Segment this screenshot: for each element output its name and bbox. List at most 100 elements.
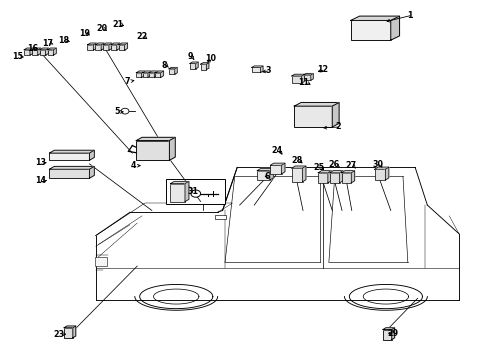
Text: 10: 10 <box>204 54 215 63</box>
Bar <box>291 168 302 182</box>
Bar <box>103 45 109 50</box>
Polygon shape <box>350 171 354 183</box>
Polygon shape <box>149 71 157 73</box>
Text: 2: 2 <box>335 122 341 131</box>
Polygon shape <box>64 326 76 328</box>
Bar <box>189 63 195 69</box>
Bar <box>341 173 350 183</box>
Polygon shape <box>260 66 263 72</box>
Polygon shape <box>89 150 94 160</box>
Bar <box>56 171 60 177</box>
Text: 16: 16 <box>27 44 38 53</box>
Text: 28: 28 <box>291 156 302 165</box>
Bar <box>24 50 30 55</box>
Bar <box>329 173 339 183</box>
Polygon shape <box>374 167 388 169</box>
Polygon shape <box>341 171 354 173</box>
Text: 20: 20 <box>96 24 107 33</box>
Polygon shape <box>89 166 94 178</box>
Polygon shape <box>111 43 120 45</box>
Bar <box>32 50 38 55</box>
Text: 6: 6 <box>264 172 269 181</box>
Polygon shape <box>310 73 313 80</box>
Text: 23: 23 <box>53 330 64 339</box>
Polygon shape <box>200 63 208 64</box>
Polygon shape <box>155 71 163 73</box>
Text: 13: 13 <box>35 158 46 167</box>
Bar <box>64 328 73 338</box>
Text: 22: 22 <box>136 32 147 41</box>
Text: 5: 5 <box>114 107 119 116</box>
Polygon shape <box>251 66 263 67</box>
Bar <box>71 171 74 177</box>
Bar <box>76 171 79 177</box>
Bar <box>270 165 281 174</box>
Text: 8: 8 <box>161 61 166 70</box>
Polygon shape <box>318 171 330 173</box>
Text: 21: 21 <box>112 19 123 28</box>
Bar <box>168 69 174 74</box>
Polygon shape <box>168 67 177 69</box>
Polygon shape <box>174 67 177 74</box>
Polygon shape <box>136 137 175 140</box>
Polygon shape <box>95 43 104 45</box>
Text: 30: 30 <box>372 160 383 169</box>
Polygon shape <box>339 171 342 183</box>
Polygon shape <box>269 168 273 180</box>
Polygon shape <box>281 163 285 174</box>
Polygon shape <box>329 171 342 173</box>
Bar <box>111 45 117 50</box>
Polygon shape <box>382 328 394 329</box>
Polygon shape <box>184 181 188 202</box>
Bar <box>257 171 269 180</box>
Text: 3: 3 <box>264 66 270 75</box>
Text: 4: 4 <box>130 161 136 170</box>
Polygon shape <box>49 150 94 153</box>
Bar <box>40 50 45 55</box>
Polygon shape <box>301 74 304 83</box>
Bar <box>95 45 101 50</box>
Polygon shape <box>154 71 157 77</box>
Polygon shape <box>142 71 144 77</box>
Polygon shape <box>93 43 96 50</box>
Bar <box>215 215 225 220</box>
Polygon shape <box>24 48 33 50</box>
Bar <box>166 179 224 204</box>
Bar <box>66 171 69 177</box>
Polygon shape <box>38 48 41 55</box>
Polygon shape <box>169 137 175 160</box>
Bar <box>291 76 301 83</box>
Bar <box>142 73 148 77</box>
Bar <box>81 171 84 177</box>
Polygon shape <box>49 166 94 169</box>
Polygon shape <box>119 43 127 45</box>
Text: 7: 7 <box>124 77 130 86</box>
Bar <box>303 75 310 80</box>
Bar <box>61 171 64 177</box>
Polygon shape <box>257 168 273 171</box>
Text: 25: 25 <box>312 163 324 172</box>
Bar <box>87 45 93 50</box>
Circle shape <box>121 108 129 114</box>
Polygon shape <box>170 181 188 184</box>
Text: 1: 1 <box>407 10 412 19</box>
Bar <box>382 329 391 339</box>
Bar <box>374 169 385 180</box>
Bar <box>318 173 327 183</box>
Bar <box>49 153 89 160</box>
Text: 29: 29 <box>386 329 398 338</box>
Polygon shape <box>327 171 330 183</box>
Bar <box>200 64 206 69</box>
Polygon shape <box>195 62 198 69</box>
Polygon shape <box>87 43 96 45</box>
Bar <box>136 73 142 77</box>
Polygon shape <box>206 63 208 69</box>
Text: 14: 14 <box>35 176 46 185</box>
Bar <box>49 169 89 178</box>
Polygon shape <box>390 16 399 40</box>
Polygon shape <box>47 48 56 50</box>
Polygon shape <box>270 163 285 165</box>
Polygon shape <box>109 43 112 50</box>
Circle shape <box>190 190 200 197</box>
Bar <box>350 21 390 40</box>
